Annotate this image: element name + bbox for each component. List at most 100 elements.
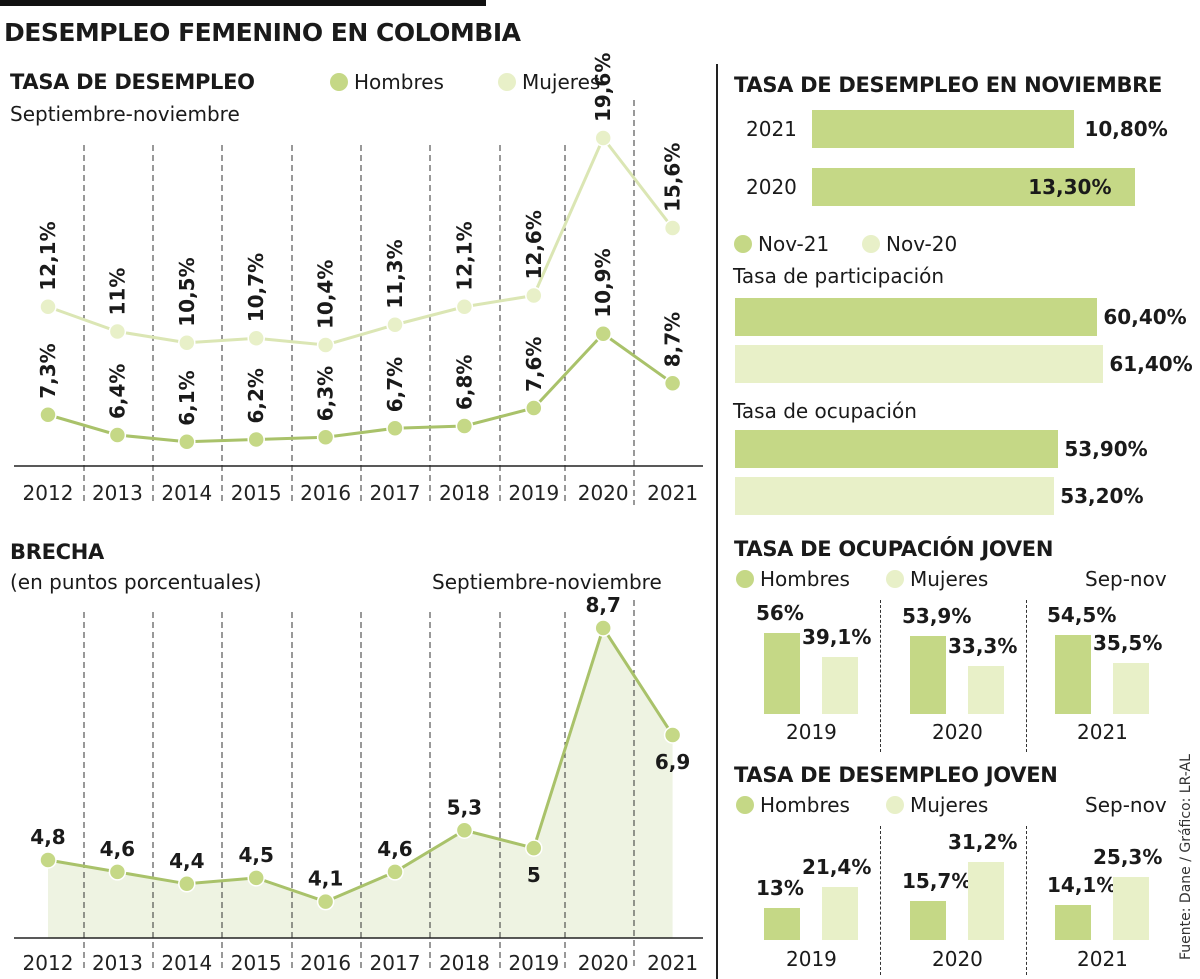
tasa-legend-mujeres: Mujeres [498,70,600,94]
data-label-hombres: 10,9% [591,248,615,317]
data-label-hombres: 6,8% [452,355,476,410]
group-bar-mujeres [968,862,1004,940]
point-mujeres [247,329,265,347]
point-mujeres [39,298,57,316]
group-bar-label: 13% [756,875,804,900]
tasa-legend-mujeres-label: Mujeres [522,70,601,94]
nov-bar [812,110,1075,148]
data-label-hombres: 7,6% [522,337,546,392]
x-tick-label: 2015 [231,481,282,505]
group-bar-hombres [1055,634,1091,714]
x-tick-label: 2012 [23,951,74,975]
dj-legend-hombres: Hombres [736,793,850,817]
x-tick-label: 2015 [231,951,282,975]
point-mujeres [386,316,404,334]
participacion-title: Tasa de participación [733,264,945,288]
data-label-mujeres: 11,3% [383,239,407,308]
brecha-data-label: 8,7 [585,593,620,617]
group-separator [880,826,881,975]
point-hombres [178,433,196,451]
x-tick-label: 2013 [92,481,143,505]
legend-dot-nov21-icon [734,235,752,253]
x-tick-label: 2021 [647,481,698,505]
brecha-point [594,619,612,637]
data-label-hombres: 6,4% [105,364,129,419]
data-label-hombres: 6,1% [175,370,199,425]
tasa-desempleo-title: TASA DE DESEMPLEO [10,70,255,94]
data-label-mujeres: 11% [105,268,129,316]
point-hombres [247,430,265,449]
data-label-hombres: 7,3% [36,343,60,398]
brecha-point [39,851,57,869]
po-bar-label: 61,40% [1109,352,1193,376]
group-bar-label: 39,1% [802,625,872,650]
point-hombres [316,428,335,446]
legend-dot-oj-hombres-icon [736,570,754,588]
point-mujeres [663,219,682,237]
nov-bar [812,168,1136,206]
po-bar-label: 53,20% [1060,484,1144,508]
point-hombres [39,406,57,424]
ocupacion-joven-title: TASA DE OCUPACIÓN JOVEN [734,537,1054,561]
po-bar-label: 53,90% [1064,437,1148,461]
oj-legend-hombres-label: Hombres [760,567,850,591]
tasa-legend-hombres-label: Hombres [354,70,444,94]
page-title: DESEMPLEO FEMENINO EN COLOMBIA [4,18,521,47]
group-year-label: 2021 [1077,947,1128,971]
group-bar-label: 33,3% [948,633,1018,658]
data-label-mujeres: 12,1% [36,221,60,290]
legend-dot-nov20-icon [862,235,880,253]
legend-dot-dj-mujeres-icon [886,796,904,814]
brecha-data-label: 6,9 [655,750,690,774]
brecha-point [525,839,543,857]
point-mujeres [594,129,612,147]
group-separator [1026,826,1027,975]
data-label-mujeres: 10,5% [175,257,199,326]
nov-bar-label: 10,80% [1084,117,1168,141]
x-tick-label: 2019 [508,481,559,505]
brecha-point [316,892,335,911]
point-hombres [455,417,474,435]
nov-year-label: 2021 [746,117,797,141]
x-tick-label: 2016 [300,481,351,505]
nov-legend-20-label: Nov-20 [886,232,958,256]
data-label-hombres: 6,7% [383,357,407,412]
brecha-chart: 2012 2013 2014 2015 2016 2017 2018 2019 2020 2021… [14,593,703,975]
point-hombres [108,426,127,444]
group-bar-label: 56% [756,600,804,625]
brecha-subtitle: (en puntos porcentuales) [10,570,262,594]
group-year-label: 2019 [786,947,837,971]
x-tick-label: 2019 [508,951,559,975]
tasa-desempleo-chart: 2012 2013 2014 2015 2016 2017 2018 2019 2020 2021… [14,53,703,505]
data-label-hombres: 6,2% [244,368,268,423]
legend-dot-hombres-icon [330,73,348,91]
series-line-hombres [47,331,674,444]
group-bar-label: 21,4% [802,854,872,879]
point-mujeres [525,286,543,305]
point-hombres [663,374,682,392]
brecha-title: BRECHA [10,540,104,564]
x-tick-label: 2020 [578,481,629,505]
brecha-line [47,624,674,904]
group-bar-label: 53,9% [902,603,972,628]
brecha-point [455,821,474,839]
point-hombres [386,419,404,437]
oj-legend-mujeres-label: Mujeres [910,567,989,591]
source-credit: Fuente: Dane / Gráfico: LR-AL [1178,754,1194,960]
group-bar-hombres [764,632,800,714]
group-bar-mujeres [1113,876,1149,940]
brecha-data-label: 4,1 [308,867,343,891]
x-tick-label: 2021 [647,951,698,975]
group-separator [1026,600,1027,752]
ocupacion-title: Tasa de ocupación [733,399,917,423]
legend-dot-dj-hombres-icon [736,796,754,814]
point-mujeres [455,298,474,316]
dj-legend-mujeres: Mujeres [886,793,988,817]
brecha-data-label: 5 [527,863,541,887]
data-label-mujeres: 19,6% [591,53,615,122]
tasa-legend-hombres: Hombres [330,70,444,94]
data-label-mujeres: 12,1% [452,221,476,290]
dj-legend-mujeres-label: Mujeres [910,793,989,817]
brecha-point [108,863,127,881]
x-tick-label: 2018 [439,481,490,505]
